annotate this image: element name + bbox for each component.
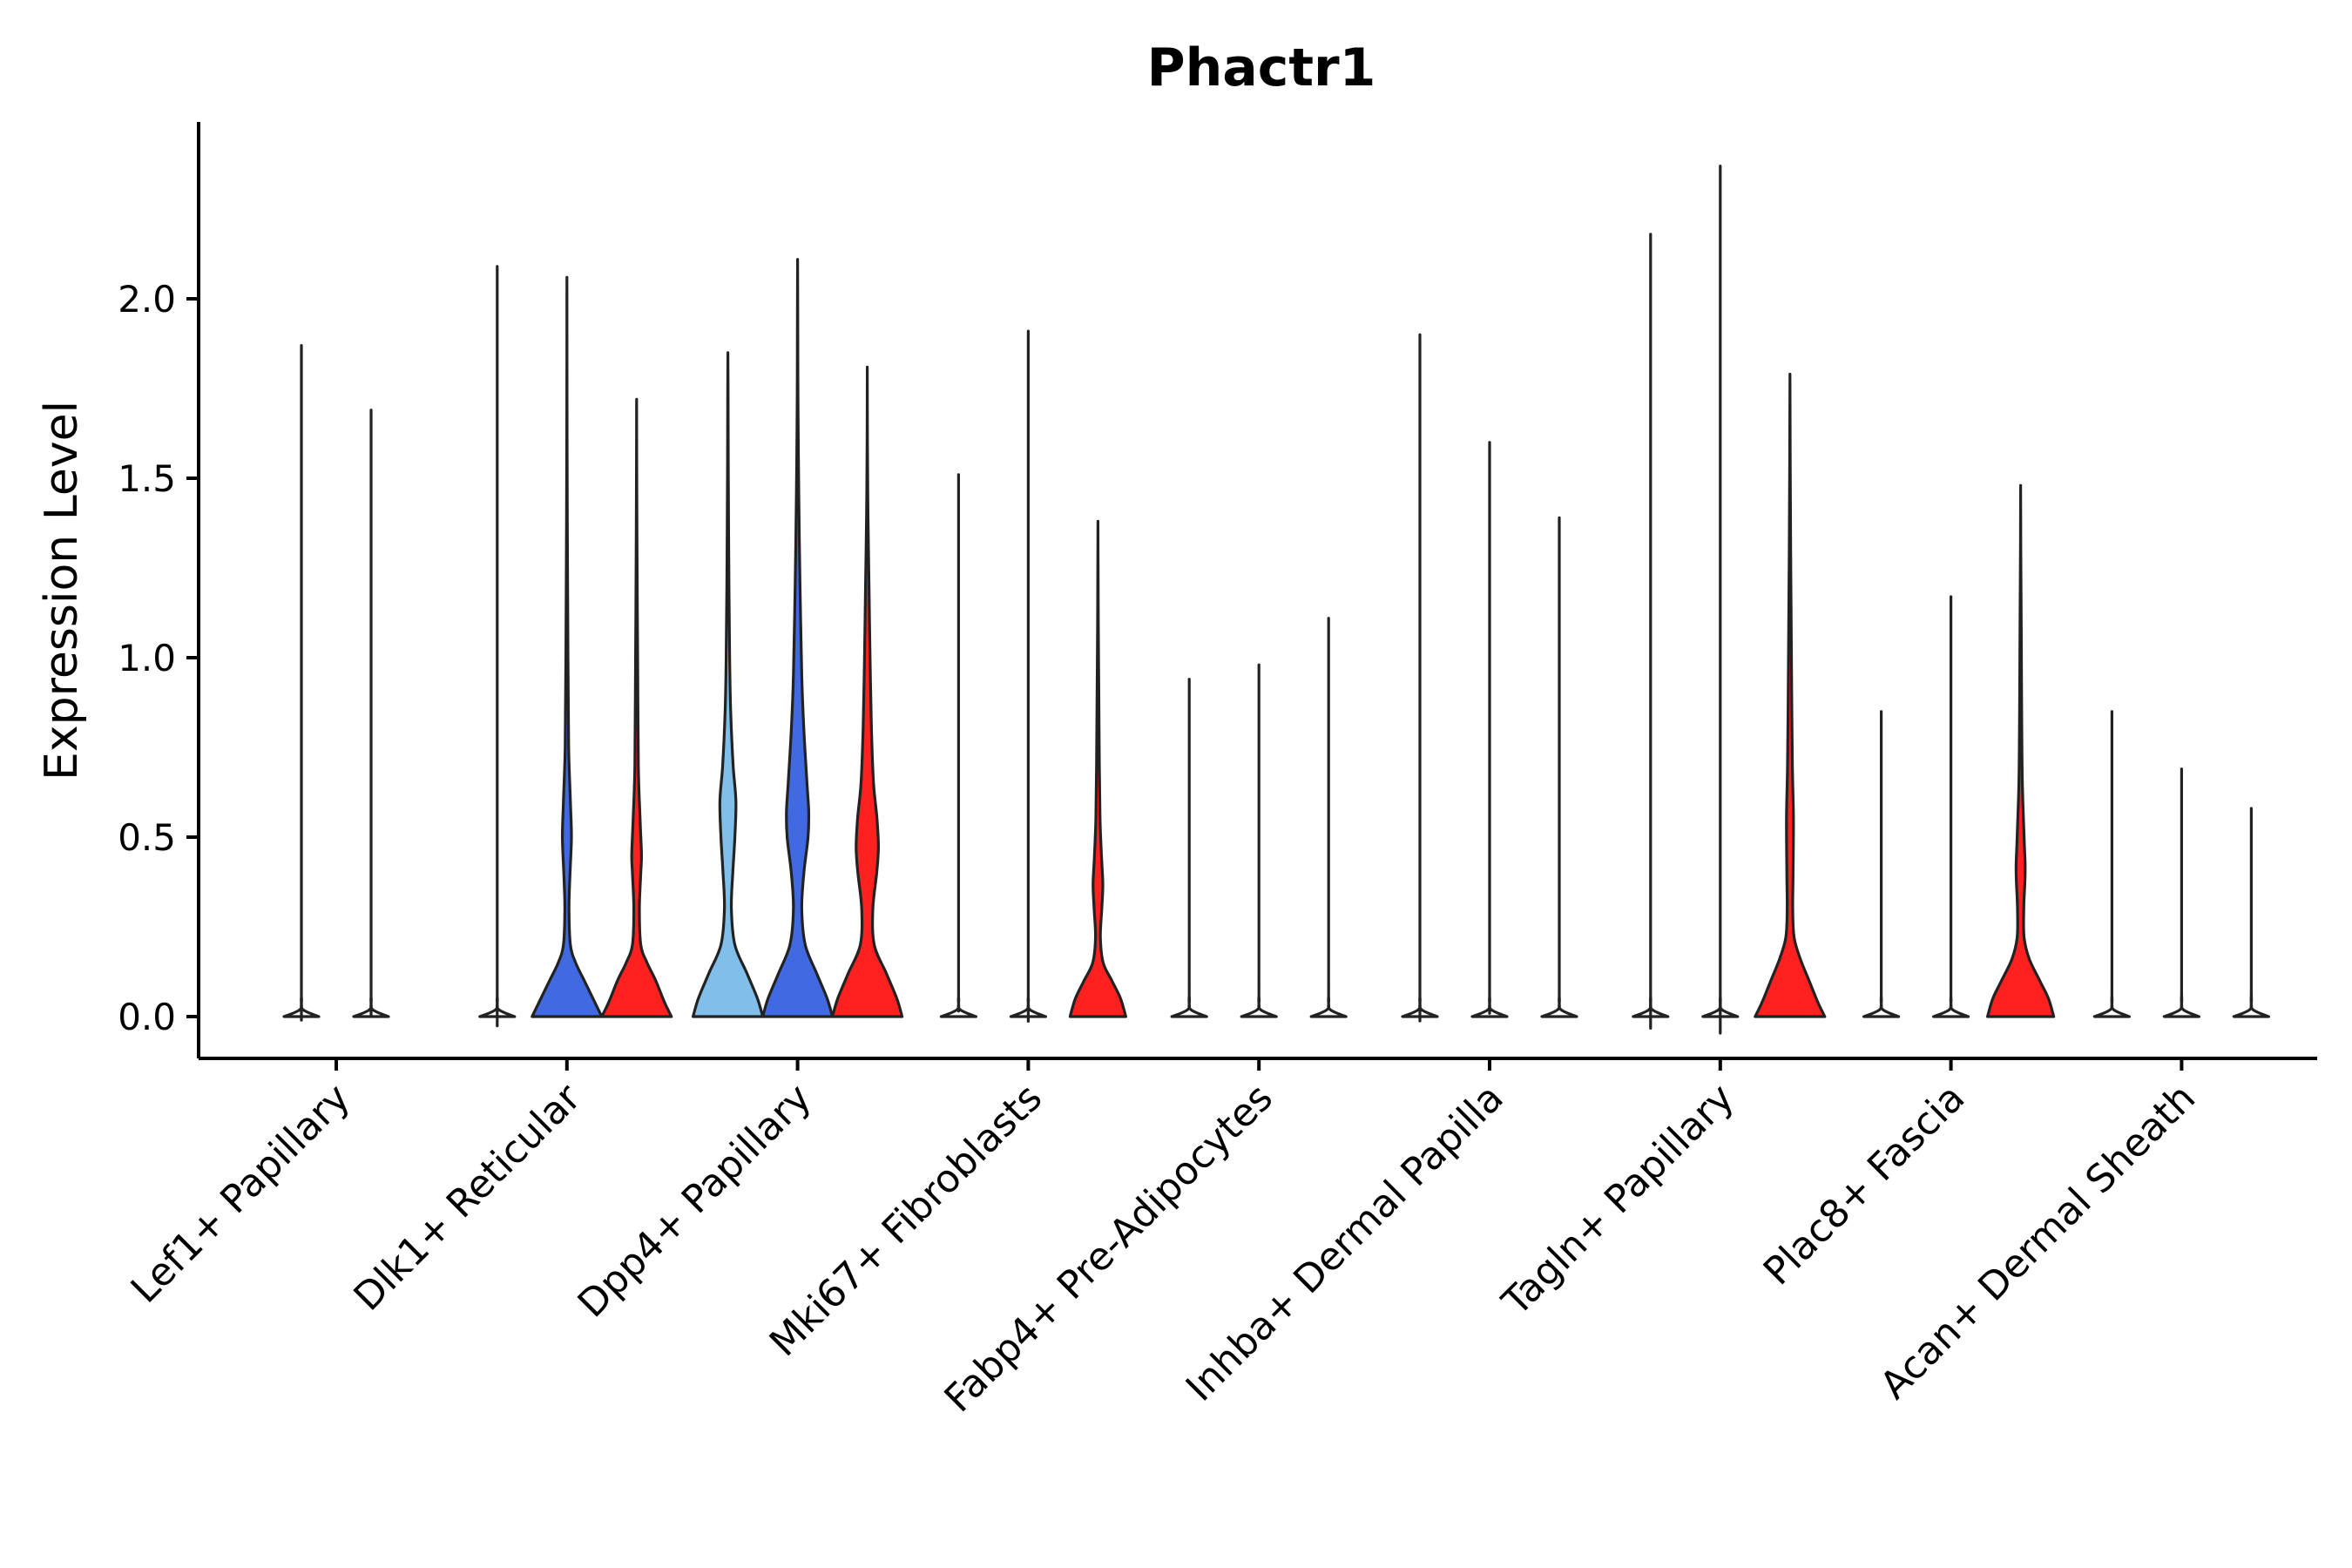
- violin-3-2: [1068, 519, 1127, 1018]
- violin-1-1: [531, 275, 604, 1018]
- violin-7-1: [1932, 595, 1970, 1018]
- y-axis: 0.0 0.5 1.0 1.5 2.0: [118, 122, 200, 1058]
- x-tick-label: Dpp4+ Papillary: [570, 1076, 821, 1327]
- violin-1-0: [478, 265, 517, 1028]
- x-tick-label: Dlk1+ Reticular: [346, 1075, 591, 1320]
- y-tick-label: 1.5: [118, 457, 176, 500]
- violin-8-0: [2092, 710, 2131, 1018]
- violin-0-1: [352, 409, 390, 1018]
- chart-title: Phactr1: [1147, 37, 1376, 98]
- violin-4-1: [1240, 663, 1278, 1018]
- violin-4-0: [1170, 678, 1208, 1018]
- violin-2-2: [831, 365, 904, 1018]
- violin-3-0: [939, 473, 977, 1018]
- y-tick-label: 1.0: [118, 637, 176, 679]
- y-axis-label: Expression Level: [36, 401, 88, 781]
- violins-layer: [282, 165, 2270, 1035]
- violin-6-2: [1754, 372, 1827, 1018]
- violin-6-1: [1701, 165, 1740, 1035]
- violin-4-2: [1309, 617, 1348, 1018]
- violin-2-0: [692, 351, 765, 1018]
- y-tick-label: 0.5: [118, 816, 176, 859]
- violin-7-2: [1986, 483, 2056, 1018]
- violin-8-1: [2162, 767, 2200, 1018]
- violin-7-0: [1862, 710, 1901, 1018]
- violin-3-1: [1009, 329, 1047, 1023]
- violin-5-1: [1470, 441, 1509, 1018]
- violin-1-2: [600, 397, 673, 1018]
- y-tick-label: 2.0: [118, 278, 176, 321]
- violin-6-0: [1632, 233, 1670, 1030]
- x-tick-label: Tagln+ Papillary: [1493, 1076, 1742, 1325]
- x-tick-label: Lef1+ Papillary: [123, 1076, 359, 1312]
- violin-8-2: [2232, 807, 2270, 1018]
- x-tick-label: Plac8+ Fascia: [1755, 1076, 1974, 1294]
- violin-2-1: [761, 258, 835, 1018]
- y-tick-label: 0.0: [118, 996, 176, 1038]
- violin-5-0: [1401, 333, 1439, 1023]
- violin-0-0: [282, 344, 321, 1022]
- violin-5-2: [1540, 516, 1578, 1018]
